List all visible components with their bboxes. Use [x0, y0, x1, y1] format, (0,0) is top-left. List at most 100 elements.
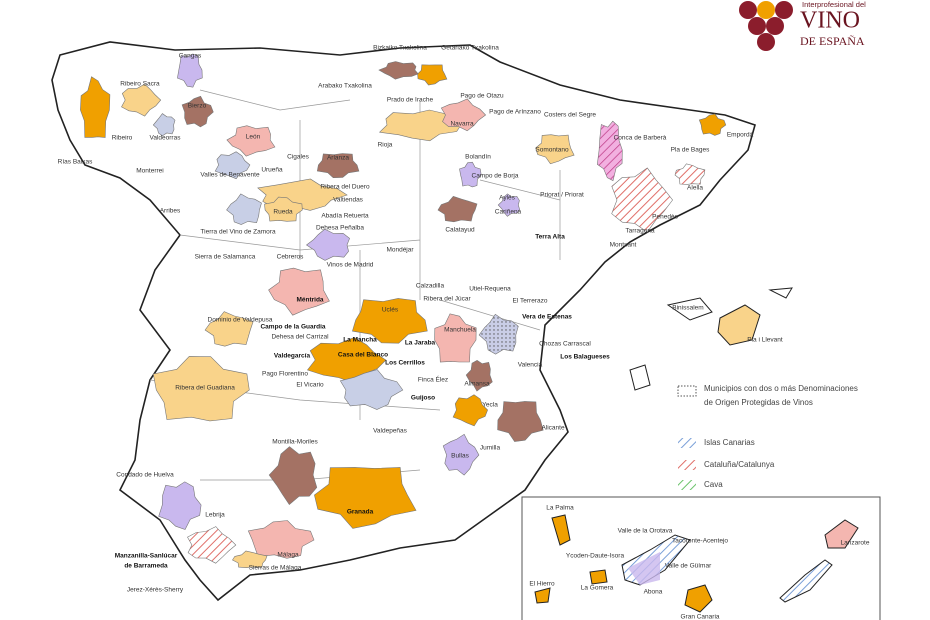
- region-shape: [437, 195, 478, 223]
- region-label: Calzadilla: [416, 283, 445, 290]
- region-shape: [121, 83, 162, 117]
- labels: Cangas Ribeiro Sacra Bierzo Ribeiro Valdeorr…: [58, 45, 870, 620]
- island-label: Tacoronte-Acentejo: [672, 538, 728, 545]
- island-label: Valle de Güímar: [665, 563, 712, 570]
- island-label: La Palma: [546, 505, 574, 512]
- region-label: Pago de Otazu: [460, 93, 504, 100]
- region-label: Rías Baixas: [58, 159, 93, 166]
- region-label: Ribera del Duero: [320, 184, 370, 191]
- region-shape: [434, 313, 477, 363]
- region-shape: [247, 520, 315, 559]
- region-label: Valdeorras: [150, 135, 182, 142]
- region-label: Dehesa del Carrizal: [271, 334, 329, 341]
- island-label: Lanzarote: [841, 540, 870, 547]
- region-label: Arribes: [160, 208, 181, 215]
- region-shape: [204, 311, 254, 347]
- region-shape: [152, 356, 250, 422]
- island-label: El Hierro: [529, 581, 555, 588]
- region-shape: [478, 313, 519, 355]
- region-label: Valencia: [518, 362, 543, 369]
- region-label: Vera de Estenas: [522, 314, 572, 321]
- region-label: Casa del Blanco: [338, 352, 388, 359]
- region-label: Cebreros: [277, 254, 304, 261]
- regions: [80, 53, 727, 569]
- region-label: Conca de Barberà: [614, 135, 667, 142]
- region-label: Pago Florentino: [262, 371, 308, 378]
- region-label: Mondéjar: [386, 247, 414, 254]
- region-label: Arabako Txakolina: [318, 83, 372, 90]
- region-label: Almansa: [464, 381, 490, 388]
- region-label: Finca Élez: [418, 375, 448, 384]
- legend-text: Municipios con dos o más Denominaciones: [704, 384, 858, 393]
- region-label: Tierra del Vino de Zamora: [200, 229, 276, 236]
- region-label: Dominio de Valdepusa: [208, 317, 273, 324]
- region-label: Pla i Llevant: [747, 337, 783, 344]
- region-label: Bizkaiko Txakolina: [373, 45, 427, 52]
- region-shape: [314, 467, 417, 529]
- region-shape: [497, 401, 544, 442]
- region-label: Pla de Bages: [671, 147, 710, 154]
- region-shape: [417, 64, 448, 86]
- region-label: Manchuela: [444, 327, 476, 334]
- region-label: León: [246, 134, 261, 141]
- region-shape: [158, 481, 202, 530]
- region-label: Empordà: [727, 132, 754, 139]
- region-label: Abadía Retuerta: [321, 213, 369, 220]
- region-shape: [152, 113, 176, 137]
- region-shape: [497, 193, 521, 217]
- region-shape: [226, 193, 262, 225]
- island-label: La Gomera: [581, 585, 614, 592]
- region-label: Jerez-Xérès-Sherry: [127, 587, 184, 594]
- canary-inset: [521, 496, 881, 620]
- region-label: La Mancha: [343, 337, 377, 344]
- region-label: Valles de Benavente: [200, 172, 260, 179]
- region-shape: [226, 125, 276, 157]
- logo: Interprofesional del VINO DE ESPAÑA: [739, 0, 866, 51]
- logo-sub: DE ESPAÑA: [800, 34, 865, 48]
- region-label: Arlanza: [327, 155, 349, 162]
- region-label: Binissalem: [672, 305, 703, 312]
- region-label: Penedès: [652, 214, 678, 221]
- legend-text: de Origen Protegidas de Vinos: [704, 398, 813, 407]
- region-shape: [535, 134, 575, 165]
- region-shape: [352, 298, 428, 344]
- region-label: Calatayud: [445, 227, 475, 234]
- region-shape: [698, 113, 727, 136]
- region-label: Bierzo: [188, 103, 207, 110]
- region-label: Cigales: [287, 154, 309, 161]
- logo-main: VINO: [800, 8, 860, 34]
- region-label: Uclés: [382, 307, 399, 314]
- region-label: Costers del Segre: [544, 112, 596, 119]
- region-label: Navarra: [450, 121, 474, 128]
- region-label: Ribeiro: [112, 135, 133, 142]
- region-label: Monterrei: [136, 168, 163, 175]
- region-label: Valdegarcía: [274, 353, 311, 360]
- region-label: Montilla-Moriles: [272, 439, 318, 446]
- legend-text: Cataluña/Catalunya: [704, 460, 775, 469]
- region-label: La Jaraba: [405, 340, 436, 347]
- region-label: Ribeiro Sacra: [120, 81, 160, 88]
- region-label: Campo de la Guardia: [260, 324, 325, 331]
- region-label: Málaga: [277, 552, 299, 559]
- region-label: Campo de Borja: [472, 173, 519, 180]
- region-label: Los Cerrillos: [385, 360, 425, 367]
- region-label: Terra Alta: [535, 234, 565, 241]
- region-label: Guijoso: [411, 395, 435, 402]
- region-shape: [264, 196, 303, 222]
- region-label: Lebrija: [205, 512, 225, 519]
- island-label: Gran Canaria: [680, 614, 719, 620]
- region-label: Sierras de Málaga: [249, 565, 302, 572]
- region-shape: [442, 433, 480, 476]
- region-label: Cangas: [179, 53, 202, 60]
- island-label: Valle de la Orotava: [618, 528, 673, 535]
- region-label: Prado de Irache: [387, 97, 434, 104]
- region-label: Tarragona: [625, 228, 655, 235]
- region-label: Aylés: [499, 195, 516, 202]
- region-shape: [214, 151, 251, 180]
- region-shape: [440, 98, 487, 132]
- region-shape: [268, 446, 318, 506]
- legend-text: Islas Canarias: [704, 438, 755, 447]
- region-label: Sierra de Salamanca: [195, 254, 256, 261]
- island-label: Abona: [644, 589, 663, 596]
